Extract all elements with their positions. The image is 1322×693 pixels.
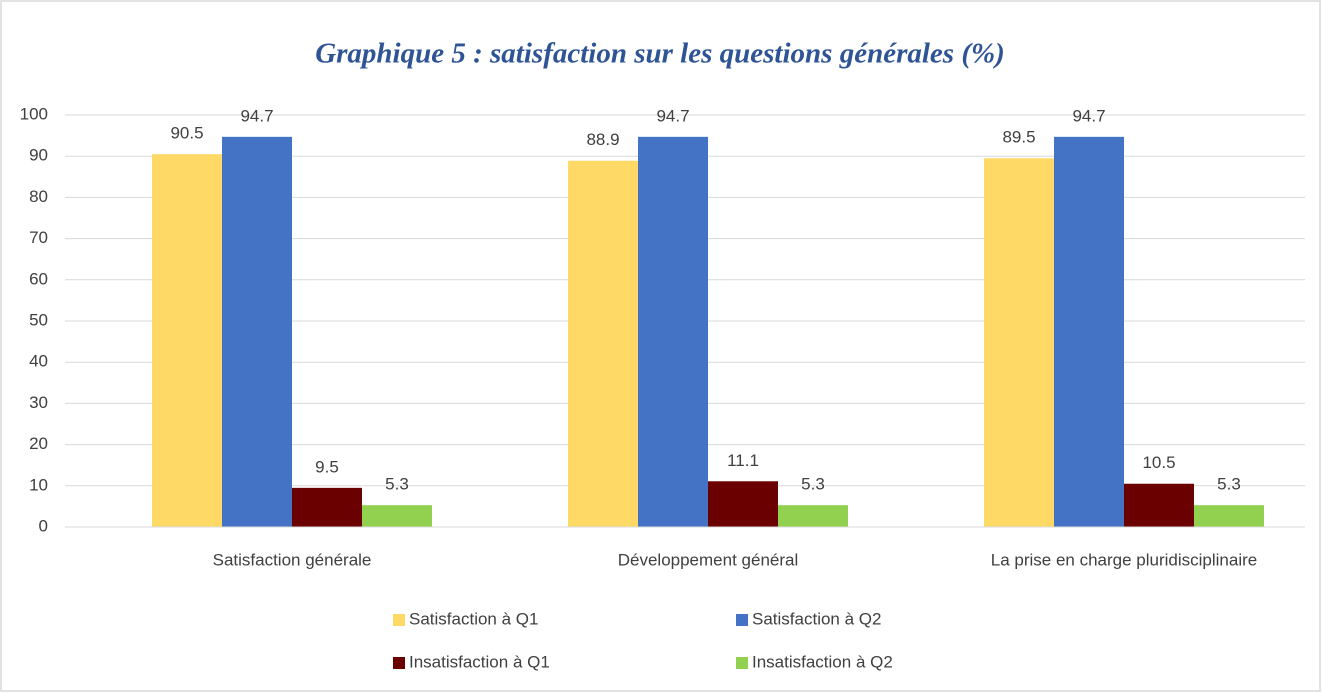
value-label: 5.3 [1217, 475, 1241, 494]
legend-swatch [393, 657, 405, 669]
bar [1194, 505, 1264, 527]
x-tick-label: Satisfaction générale [213, 550, 372, 569]
y-tick-label: 10 [29, 475, 48, 494]
bar [362, 505, 432, 527]
y-tick-label: 50 [29, 310, 48, 329]
legend-swatch [393, 614, 405, 626]
bar [568, 160, 638, 527]
y-tick-label: 100 [20, 104, 48, 123]
y-tick-label: 70 [29, 228, 48, 247]
x-tick-label: La prise en charge pluridisciplinaire [991, 550, 1257, 569]
value-label: 90.5 [170, 124, 203, 143]
bar [222, 136, 292, 527]
legend-label: Satisfaction à Q1 [409, 609, 538, 628]
legend-label: Satisfaction à Q2 [752, 609, 881, 628]
value-label: 11.1 [727, 451, 759, 470]
legend-swatch [736, 614, 748, 626]
value-label: 9.5 [315, 457, 339, 476]
value-label: 94.7 [240, 106, 273, 125]
bar [1054, 136, 1124, 527]
bar [292, 487, 362, 527]
y-tick-label: 30 [29, 393, 48, 412]
legend-label: Insatisfaction à Q1 [409, 652, 550, 671]
value-label: 94.7 [1072, 106, 1105, 125]
bar [984, 158, 1054, 527]
chart-title: Graphique 5 : satisfaction sur les quest… [315, 38, 1005, 70]
bar [152, 154, 222, 527]
y-tick-label: 0 [39, 516, 48, 535]
legend-label: Insatisfaction à Q2 [752, 652, 893, 671]
bar [708, 481, 778, 527]
x-tick-label: Développement général [618, 550, 799, 569]
y-tick-label: 40 [29, 352, 48, 371]
value-label: 5.3 [385, 475, 409, 494]
value-label: 10.5 [1142, 453, 1175, 472]
value-label: 94.7 [656, 106, 689, 125]
value-label: 5.3 [801, 475, 825, 494]
y-tick-label: 60 [29, 269, 48, 288]
y-tick-label: 20 [29, 434, 48, 453]
bar [1124, 483, 1194, 527]
legend-swatch [736, 657, 748, 669]
value-label: 89.5 [1002, 128, 1035, 147]
value-label: 88.9 [586, 130, 619, 149]
y-tick-label: 80 [29, 187, 48, 206]
bar [778, 505, 848, 527]
y-tick-label: 90 [29, 146, 48, 165]
bar [638, 136, 708, 527]
